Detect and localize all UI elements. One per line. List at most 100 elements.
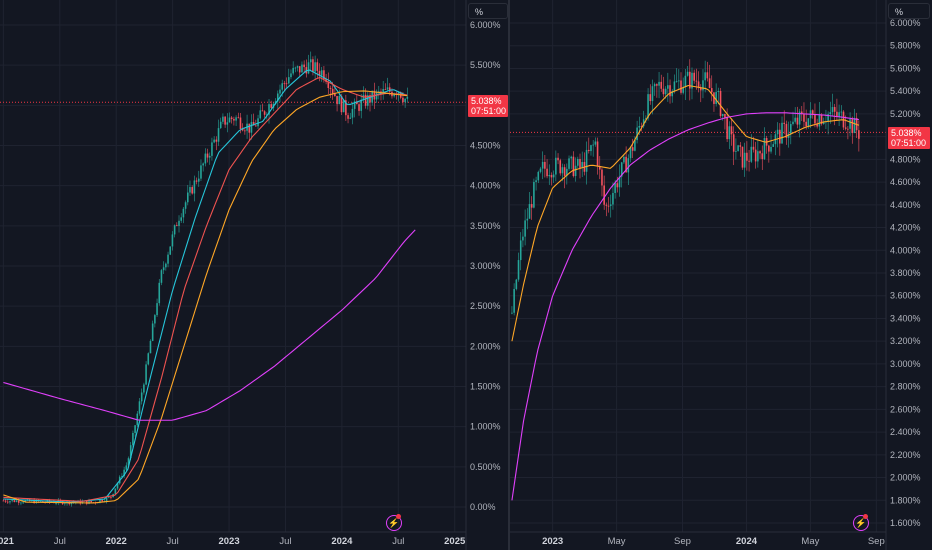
left-candle xyxy=(290,69,292,80)
left-candle xyxy=(180,213,183,223)
right-candle xyxy=(855,112,858,139)
right-candle xyxy=(750,134,753,163)
left-candle xyxy=(261,103,264,112)
right-candle xyxy=(579,153,581,179)
right-candle xyxy=(517,252,520,282)
right-candle xyxy=(656,83,658,98)
left-candle xyxy=(314,55,316,81)
left-candle xyxy=(110,496,112,500)
left-candle xyxy=(347,112,349,124)
left-lightning-icon[interactable]: ⚡ xyxy=(386,515,402,531)
left-candle xyxy=(228,112,231,123)
right-candle xyxy=(546,159,548,179)
left-chart-svg[interactable]: 6.000%5.500%5.000%4.500%4.000%3.500%3.00… xyxy=(0,0,510,550)
left-candle xyxy=(259,104,262,120)
right-lightning-icon[interactable]: ⚡ xyxy=(853,515,869,531)
left-candle xyxy=(184,200,187,214)
right-candle xyxy=(770,134,772,154)
left-candle xyxy=(252,113,255,126)
left-candle xyxy=(226,113,229,133)
left-candle xyxy=(309,51,312,72)
right-x-tick-label: Sep xyxy=(674,536,691,547)
right-candle xyxy=(746,141,748,171)
right-candle xyxy=(625,146,627,173)
left-y-tick-label: 2.500% xyxy=(470,301,501,311)
right-candle xyxy=(702,69,704,99)
left-candle xyxy=(230,116,233,124)
right-y-tick-label: 4.600% xyxy=(890,177,921,187)
left-candle xyxy=(204,148,207,167)
right-candle xyxy=(675,68,678,83)
left-candle xyxy=(162,261,165,275)
left-candle xyxy=(147,352,150,366)
left-candle xyxy=(375,89,378,103)
right-candle xyxy=(724,113,726,130)
right-candle xyxy=(721,113,724,121)
left-candle xyxy=(138,397,141,416)
left-candle xyxy=(134,424,136,437)
right-plot-area[interactable] xyxy=(510,59,886,501)
left-plot-area[interactable] xyxy=(0,51,466,507)
right-candle xyxy=(667,72,669,102)
left-candle xyxy=(358,101,360,116)
left-y-tick-label: 1.000% xyxy=(470,422,501,432)
right-candle xyxy=(688,59,691,101)
left-candle xyxy=(219,117,222,129)
left-candle xyxy=(349,112,352,120)
right-candle xyxy=(544,154,546,178)
left-candle xyxy=(105,496,108,504)
left-candle xyxy=(136,410,139,427)
left-x-tick-label: 2025 xyxy=(444,536,466,547)
pane-divider[interactable] xyxy=(508,0,510,550)
right-candle xyxy=(713,92,715,112)
right-candle xyxy=(752,136,755,153)
left-candle xyxy=(140,388,143,405)
left-candle xyxy=(4,499,7,503)
left-candle xyxy=(342,100,345,113)
right-candle xyxy=(715,83,717,107)
left-candle xyxy=(173,224,176,238)
right-candle xyxy=(669,79,671,104)
left-y-tick-label: 5.500% xyxy=(470,60,501,70)
left-last-price-value: 5.038% xyxy=(471,96,502,106)
right-candle xyxy=(691,67,693,100)
left-candle xyxy=(241,123,244,132)
right-candle xyxy=(563,164,566,189)
left-candle xyxy=(123,466,125,479)
left-candle xyxy=(283,80,286,91)
left-candle xyxy=(296,65,299,72)
left-candle xyxy=(250,114,253,140)
left-x-tick-label: 2023 xyxy=(218,536,239,547)
right-candle xyxy=(651,79,654,115)
right-candle xyxy=(541,151,544,180)
right-candle xyxy=(528,191,531,219)
left-candle xyxy=(158,279,161,306)
right-candle xyxy=(765,135,768,154)
left-candle xyxy=(197,170,200,187)
right-y-tick-label: 6.000% xyxy=(890,18,921,28)
right-ma-line-1 xyxy=(511,112,859,501)
right-chart-pane[interactable]: 6.000%5.800%5.600%5.400%5.200%5.000%4.80… xyxy=(510,0,932,550)
right-candle xyxy=(557,153,559,165)
left-y-tick-label: 3.500% xyxy=(470,221,501,231)
right-candle xyxy=(827,111,829,135)
left-candle xyxy=(151,320,154,342)
right-candle xyxy=(590,144,592,156)
right-candle xyxy=(853,108,856,134)
right-candle xyxy=(627,154,630,185)
right-candle xyxy=(623,154,625,164)
left-chart-pane[interactable]: 6.000%5.500%5.000%4.500%4.000%3.500%3.00… xyxy=(0,0,510,550)
right-candle xyxy=(776,122,779,148)
right-candle xyxy=(719,87,722,119)
right-candle xyxy=(519,232,522,271)
left-candle xyxy=(11,499,13,503)
right-candle xyxy=(829,101,832,124)
right-chart-svg[interactable]: 6.000%5.800%5.600%5.400%5.200%5.000%4.80… xyxy=(510,0,932,550)
right-y-tick-label: 3.400% xyxy=(890,313,921,323)
left-candle xyxy=(211,137,213,161)
right-candle xyxy=(678,69,680,90)
left-candle xyxy=(193,175,196,202)
left-candle xyxy=(235,115,237,127)
right-y-tick-label: 4.800% xyxy=(890,154,921,164)
right-candle xyxy=(708,64,711,89)
